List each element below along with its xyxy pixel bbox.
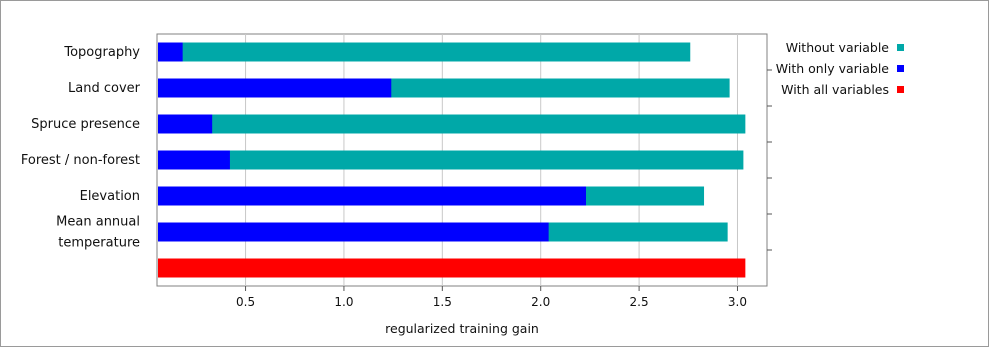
x-tick-label: 2.5 [630, 295, 649, 309]
bar-with-only-variable [158, 114, 213, 134]
category-label: Topography [63, 45, 140, 60]
bar-with-only-variable [158, 150, 230, 170]
category-label: Elevation [80, 189, 140, 204]
x-tick-label: 1.5 [433, 295, 452, 309]
legend-label: With all variables [781, 82, 889, 97]
x-tick-label: 3.0 [728, 295, 747, 309]
legend-swatch [897, 86, 904, 93]
legend-label: Without variable [786, 40, 890, 55]
bar-with-only-variable [158, 42, 183, 62]
x-tick-label: 1.0 [334, 295, 353, 309]
bar-without-variable [158, 42, 691, 62]
bar-with-all-variables [158, 258, 746, 278]
x-tick-label: 0.5 [236, 295, 255, 309]
legend-swatch [897, 65, 904, 72]
category-label: Mean annual [56, 215, 140, 230]
category-label: Forest / non-forest [21, 153, 140, 168]
bar-with-only-variable [158, 186, 586, 206]
bars [158, 42, 746, 278]
x-axis-title: regularized training gain [385, 321, 539, 336]
x-axis: 0.5 1.0 1.5 2.0 2.5 3.0 [236, 69, 772, 309]
legend-label: With only variable [776, 61, 890, 76]
bar-with-only-variable [158, 78, 392, 98]
legend-swatch [897, 44, 904, 51]
bar-with-only-variable [158, 222, 549, 242]
legend: Without variable With only variable With a… [776, 40, 904, 97]
category-labels: Topography Land cover Spruce presence Fores… [21, 45, 141, 251]
x-tick-label: 2.0 [531, 295, 550, 309]
category-label: Spruce presence [31, 117, 140, 132]
category-label: Land cover [68, 81, 141, 96]
category-label: temperature [58, 236, 140, 251]
bar-without-variable [158, 150, 744, 170]
bar-without-variable [158, 114, 746, 134]
